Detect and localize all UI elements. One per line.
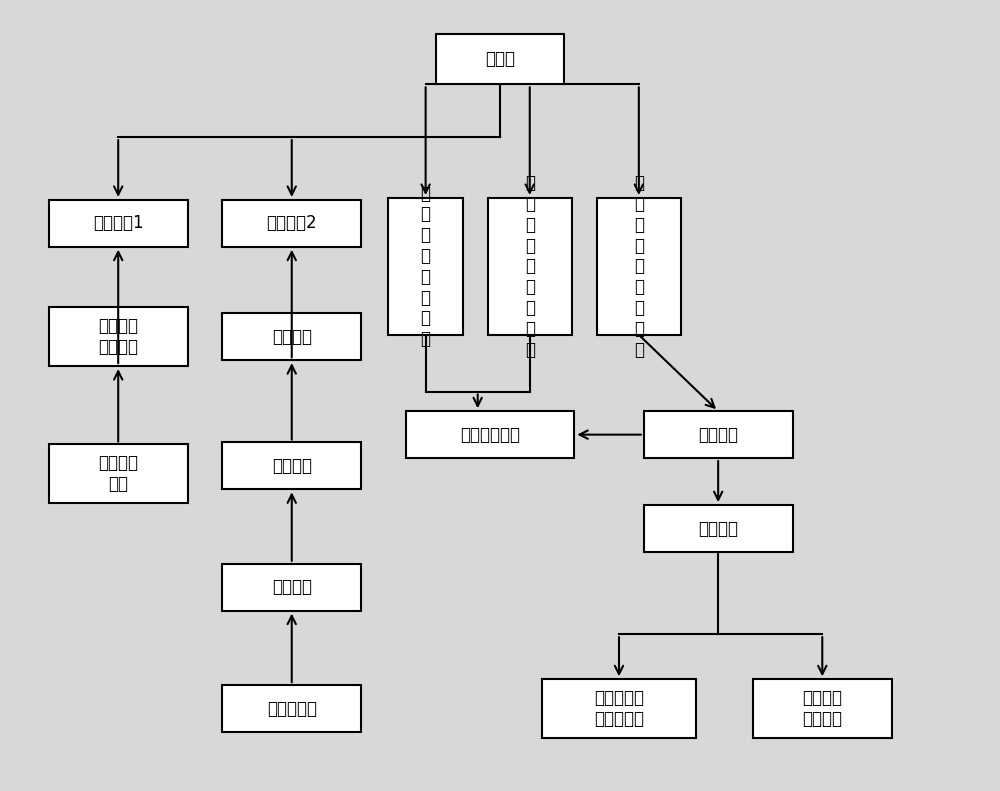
Text: 三自由度水
平运动平台: 三自由度水 平运动平台 <box>594 689 644 728</box>
Bar <box>644 411 793 458</box>
Text: 四
自
由
度
转
台
视
图
运: 四 自 由 度 转 台 视 图 运 <box>634 174 644 358</box>
Bar <box>222 564 361 611</box>
Text: 监控数据处理: 监控数据处理 <box>460 426 520 444</box>
Bar <box>49 445 188 503</box>
Bar <box>388 198 463 335</box>
Text: 通信线程2: 通信线程2 <box>266 214 317 233</box>
Text: 六自由度
运动数据: 六自由度 运动数据 <box>98 317 138 356</box>
Text: 主线程: 主线程 <box>485 50 515 68</box>
Text: 数据采集: 数据采集 <box>272 578 312 596</box>
Text: 数据融合: 数据融合 <box>272 457 312 475</box>
Bar <box>488 198 572 335</box>
Bar <box>542 679 696 738</box>
Text: 船船运动
模型: 船船运动 模型 <box>98 454 138 493</box>
Bar <box>406 411 574 458</box>
Bar <box>222 442 361 490</box>
Text: 各种传感器: 各种传感器 <box>267 699 317 717</box>
Text: 数据打包: 数据打包 <box>272 327 312 346</box>
Bar <box>436 33 564 85</box>
Bar <box>644 505 793 552</box>
Bar <box>222 685 361 732</box>
Text: 控制算法: 控制算法 <box>698 426 738 444</box>
Bar <box>222 200 361 247</box>
Bar <box>49 308 188 366</box>
Bar <box>222 313 361 360</box>
Text: 指令处理: 指令处理 <box>698 520 738 538</box>
Bar <box>49 200 188 247</box>
Text: 船
船
运
动
状
态
视
图: 船 船 运 动 状 态 视 图 <box>421 184 431 348</box>
Text: 通信线程1: 通信线程1 <box>93 214 144 233</box>
Text: 三
自
由
度
平
台
视
图
运: 三 自 由 度 平 台 视 图 运 <box>525 174 535 358</box>
Bar <box>753 679 892 738</box>
Text: 四自由度
运动转台: 四自由度 运动转台 <box>802 689 842 728</box>
Bar <box>597 198 681 335</box>
